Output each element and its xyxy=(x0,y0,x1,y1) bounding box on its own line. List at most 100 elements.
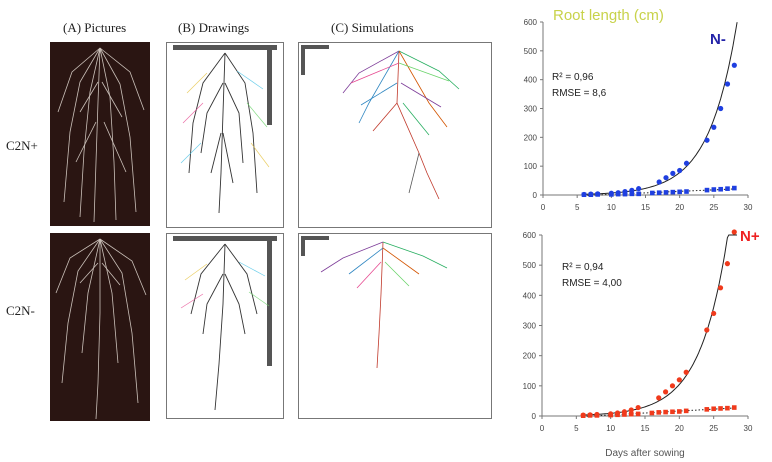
x-tick-label: 30 xyxy=(744,203,753,212)
data-point xyxy=(635,411,641,417)
data-point xyxy=(656,395,662,401)
data-point xyxy=(622,191,628,197)
root-drawing-image xyxy=(173,45,277,214)
data-point xyxy=(683,408,689,414)
x-tick-label: 0 xyxy=(541,203,546,212)
y-tick-label: 200 xyxy=(524,133,538,142)
data-point xyxy=(718,105,724,112)
root-drawing-c2n-plus xyxy=(166,42,284,228)
data-point xyxy=(711,187,717,192)
data-point xyxy=(670,170,676,176)
data-point xyxy=(615,412,620,418)
root-photo-c2n-minus xyxy=(50,233,150,421)
y-tick-label: 400 xyxy=(524,76,538,85)
y-tick-label: 100 xyxy=(524,162,538,171)
data-point xyxy=(594,413,600,418)
root-simulation-image xyxy=(301,236,448,369)
data-point xyxy=(684,189,689,194)
data-point xyxy=(650,190,655,196)
data-point xyxy=(628,407,634,413)
exponential-fit-line xyxy=(583,234,737,416)
data-point xyxy=(731,62,737,68)
y-tick-label: 400 xyxy=(523,291,537,300)
data-point xyxy=(615,191,621,197)
data-point xyxy=(581,192,587,198)
data-point xyxy=(670,189,676,195)
data-point xyxy=(595,192,600,197)
x-tick-label: 5 xyxy=(574,424,579,433)
data-point xyxy=(580,413,586,418)
y-tick-label: 200 xyxy=(523,352,537,361)
root-photo-image xyxy=(55,238,147,420)
x-tick-label: 20 xyxy=(675,203,684,212)
data-point xyxy=(636,191,641,197)
data-point xyxy=(711,406,716,412)
data-point xyxy=(677,189,682,195)
data-point xyxy=(663,409,668,415)
exponential-fit-line xyxy=(583,22,738,195)
data-point xyxy=(704,327,710,333)
y-tick-label: 0 xyxy=(533,191,538,200)
y-tick-label: 500 xyxy=(524,47,538,56)
x-tick-label: 10 xyxy=(607,203,616,212)
data-point xyxy=(656,190,662,195)
data-point xyxy=(670,409,675,415)
data-point xyxy=(718,186,723,192)
root-drawing-c2n-minus xyxy=(166,233,284,419)
data-point xyxy=(731,229,737,235)
data-point xyxy=(711,124,717,130)
data-point xyxy=(704,137,710,143)
data-point xyxy=(608,412,613,418)
y-tick-label: 300 xyxy=(524,105,538,114)
data-point xyxy=(587,413,593,418)
data-point xyxy=(711,310,717,317)
data-point xyxy=(677,167,683,174)
y-tick-label: 600 xyxy=(524,18,538,27)
data-point xyxy=(683,369,689,375)
y-tick-label: 0 xyxy=(532,412,537,421)
stats-label: RMSE = 4,00 xyxy=(562,278,622,289)
x-tick-label: 25 xyxy=(709,203,718,212)
data-point xyxy=(683,160,690,166)
row-label-c2n-minus: C2N- xyxy=(6,303,35,318)
root-drawing-image xyxy=(173,236,277,411)
data-point xyxy=(704,187,710,193)
data-point xyxy=(725,405,730,411)
data-point xyxy=(676,377,682,383)
data-point xyxy=(732,185,737,191)
data-point xyxy=(724,81,731,87)
panel-label: N- xyxy=(710,31,726,48)
x-tick-label: 0 xyxy=(540,424,545,433)
data-point xyxy=(628,411,634,417)
root-simulation-c2n-plus xyxy=(298,42,492,228)
root-simulation-image xyxy=(301,45,460,200)
column-header-pictures: (A) Pictures xyxy=(63,20,127,35)
x-tick-label: 15 xyxy=(641,203,650,212)
chart-title: Root length (cm) xyxy=(553,7,664,24)
data-point xyxy=(636,186,642,192)
root-photo-c2n-plus xyxy=(50,42,150,226)
data-point xyxy=(649,410,655,416)
y-tick-label: 300 xyxy=(523,322,537,331)
x-tick-label: 20 xyxy=(675,424,684,433)
panel-label: N+ xyxy=(740,228,760,245)
y-tick-label: 500 xyxy=(523,261,537,270)
x-axis-label: Days after sowing xyxy=(605,448,684,459)
x-tick-label: 5 xyxy=(575,203,580,212)
stats-label: R² = 0,94 xyxy=(562,262,604,273)
root-simulation-c2n-minus xyxy=(298,233,492,419)
y-tick-label: 600 xyxy=(523,231,537,240)
column-header-simulations: (C) Simulations xyxy=(331,20,414,35)
data-point xyxy=(635,404,641,411)
x-tick-label: 10 xyxy=(606,424,615,433)
data-point xyxy=(663,190,669,195)
data-point xyxy=(609,192,614,197)
data-point xyxy=(629,191,635,197)
data-point xyxy=(731,405,737,410)
data-point xyxy=(677,409,682,414)
data-point xyxy=(663,175,669,181)
data-point xyxy=(656,179,662,185)
